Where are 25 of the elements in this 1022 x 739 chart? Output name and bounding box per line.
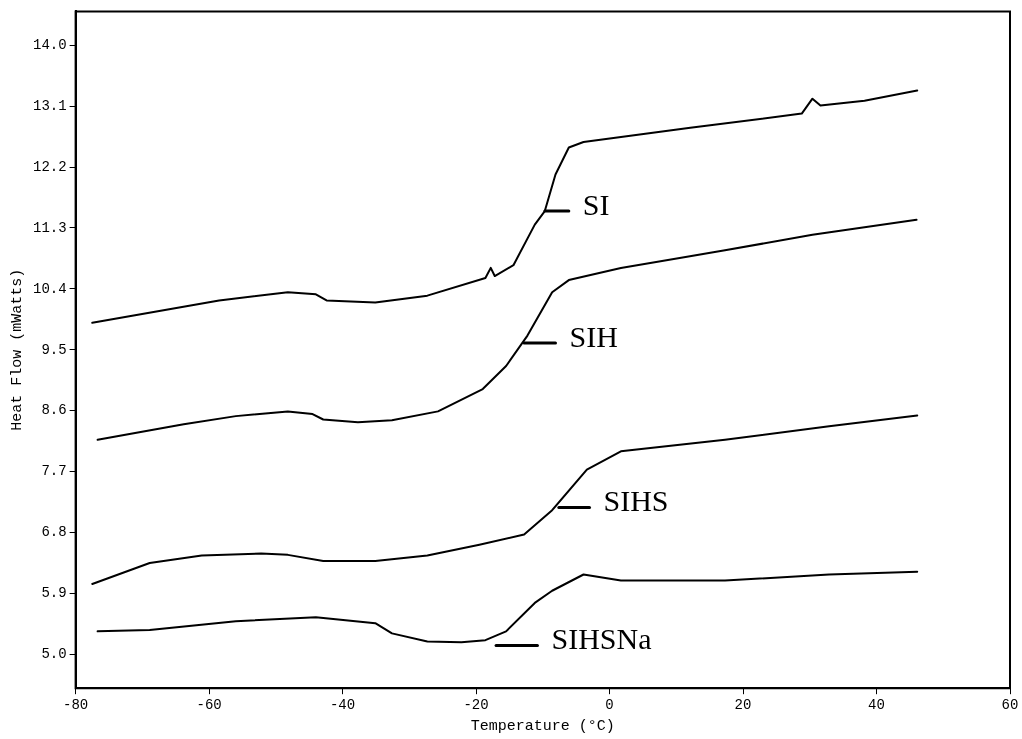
x-tick-label: 0 (605, 697, 614, 714)
y-tick-label: 6.8 (41, 524, 67, 541)
y-tick-label: 5.9 (41, 585, 67, 602)
x-tick-label: -60 (196, 697, 222, 714)
x-tick-label: -40 (329, 697, 356, 714)
y-tick-label: 13.1 (33, 97, 67, 114)
series-label: SIH (569, 319, 618, 353)
y-tick-label: 7.7 (41, 463, 67, 480)
y-axis-title: Heat Flow (mWatts) (8, 268, 26, 431)
x-tick-label: -80 (63, 697, 89, 714)
y-tick-label: 12.2 (33, 158, 67, 175)
series-label: SIHS (603, 484, 669, 518)
y-tick-label: 5.0 (41, 646, 67, 663)
series-label: SIHSNa (551, 622, 652, 656)
y-tick-label: 10.4 (33, 280, 67, 297)
x-axis-title: Temperature (°C) (470, 717, 615, 735)
x-tick-label: 40 (868, 697, 885, 714)
y-tick-label: 14.0 (33, 36, 67, 53)
y-tick-label: 8.6 (41, 402, 67, 419)
x-tick-label: -20 (463, 697, 489, 714)
y-tick-label: 9.5 (41, 341, 67, 358)
x-tick-label: 20 (734, 697, 752, 714)
x-tick-label: 60 (1001, 697, 1019, 714)
y-tick-label: 11.3 (33, 219, 67, 236)
series-label: SI (582, 187, 610, 221)
